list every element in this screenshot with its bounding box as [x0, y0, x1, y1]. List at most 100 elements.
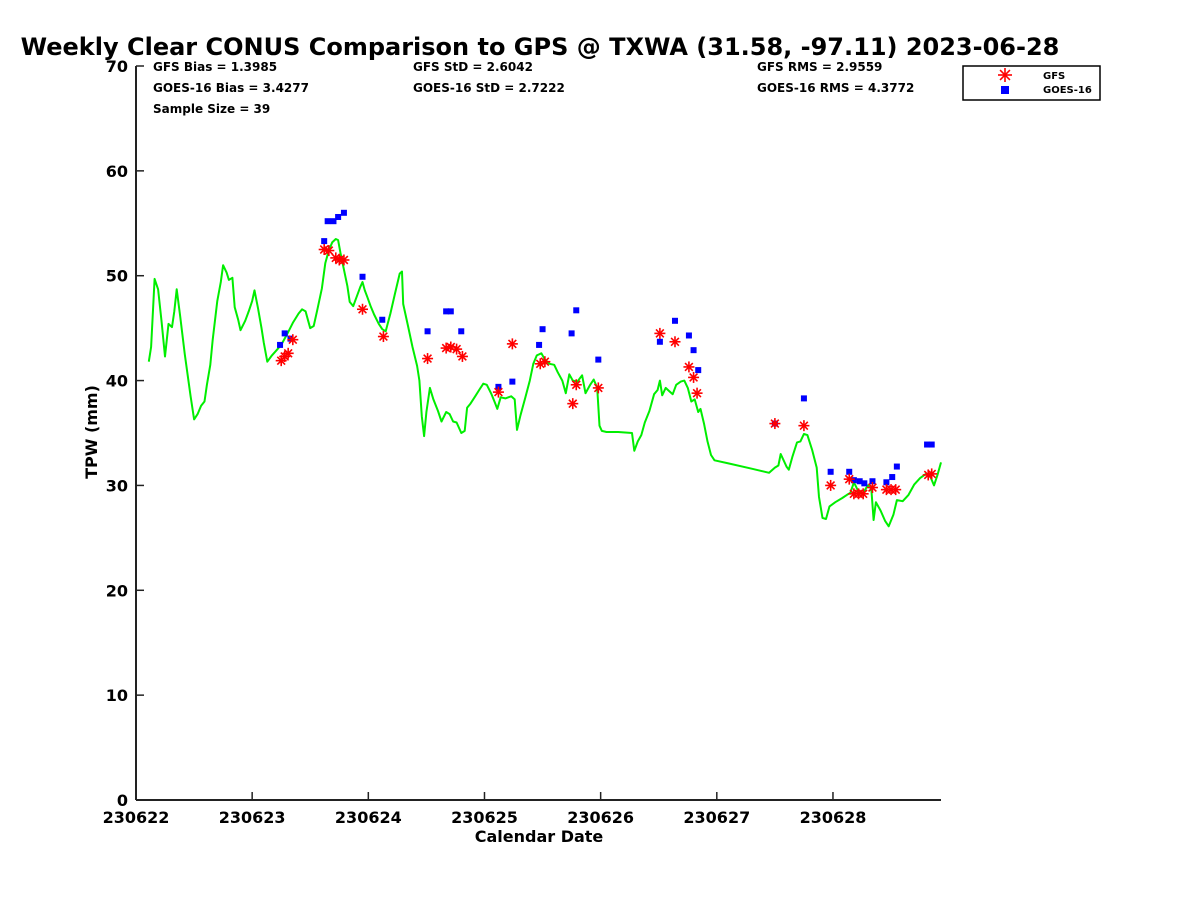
- stat-gfs-std: GFS StD = 2.6042: [413, 60, 533, 74]
- goes-16-point: [846, 468, 853, 475]
- gfs-point: [451, 343, 463, 355]
- y-tick-label: 70: [106, 57, 128, 76]
- goes-16-point: [287, 335, 294, 342]
- goes-16-point: [869, 478, 876, 485]
- goes-16-point: [850, 477, 857, 484]
- gfs-point: [338, 254, 350, 266]
- y-axis-label: TPW (mm): [82, 385, 101, 479]
- goes-16-point: [458, 328, 465, 335]
- gfs-point: [857, 488, 869, 500]
- axes: 0 10 20 30 40 50 60 70 230622 230623 230624 230625 2…: [103, 57, 941, 827]
- goes-16-point: [324, 218, 331, 225]
- y-tick-label: 50: [106, 267, 128, 286]
- y-tick-label: 20: [106, 581, 128, 600]
- goes-16-point: [928, 441, 935, 448]
- x-tick-label: 230623: [219, 808, 286, 827]
- x-tick-label: 230626: [567, 808, 634, 827]
- goes-16-point: [695, 367, 702, 374]
- gfs-point: [357, 303, 369, 315]
- x-tick-label: 230627: [683, 808, 750, 827]
- goes-16-point: [536, 341, 543, 348]
- x-tick-label: 230625: [451, 808, 518, 827]
- gfs-point: [323, 245, 335, 257]
- gfs-point: [866, 482, 878, 494]
- goes-16-point: [573, 307, 580, 314]
- goes-16-point: [379, 316, 386, 323]
- stat-goes-std: GOES-16 StD = 2.7222: [413, 81, 565, 95]
- y-tick-label: 40: [106, 372, 128, 391]
- goes-16-point: [568, 330, 575, 337]
- stat-gfs-bias: GFS Bias = 1.3985: [153, 60, 277, 74]
- y-tick-label: 60: [106, 162, 128, 181]
- y-tick-label: 0: [117, 791, 128, 810]
- gfs-point: [377, 331, 389, 343]
- goes-16-point: [281, 330, 288, 337]
- gfs-point: [570, 379, 582, 391]
- gfs-point: [926, 468, 938, 480]
- goes-16-point: [856, 478, 863, 485]
- gfs-point: [683, 361, 695, 373]
- gfs-point: [843, 473, 855, 485]
- goes-16-point: [595, 356, 602, 363]
- goes-16-point: [321, 238, 328, 245]
- legend-gfs-label: GFS: [1043, 71, 1065, 82]
- stat-gfs-rms: GFS RMS = 2.9559: [757, 60, 882, 74]
- gfs-point: [654, 327, 666, 339]
- goes-16-point: [509, 378, 516, 385]
- x-tick-label: 230628: [800, 808, 867, 827]
- gfs-point: [506, 338, 518, 350]
- gfs-point: [456, 350, 468, 362]
- goes-16-point: [924, 441, 931, 448]
- legend-box: [962, 65, 1101, 101]
- gfs-point: [798, 420, 810, 432]
- goes-16-point: [330, 218, 337, 225]
- goes-16-point: [827, 468, 834, 475]
- gps-line: [147, 238, 942, 528]
- goes-16-point: [690, 347, 697, 354]
- goes-16-point: [340, 209, 347, 216]
- legend-goes-marker: [1001, 86, 1009, 94]
- y-tick-label: 30: [106, 476, 128, 495]
- goes-16-point: [893, 463, 900, 470]
- gfs-point: [282, 347, 294, 359]
- legend-gfs-marker: [998, 68, 1012, 82]
- gfs-point: [592, 382, 604, 394]
- goes-16-point: [889, 474, 896, 481]
- legend: GFS GOES-16: [962, 65, 1101, 101]
- gfs-point: [769, 418, 781, 430]
- gps-series: [147, 238, 942, 528]
- goes-16-point: [447, 308, 454, 315]
- goes-16-point: [671, 317, 678, 324]
- goes-16-point: [335, 213, 342, 220]
- goes-16-point: [800, 395, 807, 402]
- legend-gfs-asterisk: [998, 68, 1012, 82]
- x-tick-label: 230622: [103, 808, 170, 827]
- gfs-series: [275, 244, 938, 500]
- goes-16-series: [277, 209, 935, 487]
- gfs-point: [567, 398, 579, 410]
- goes-16-point: [861, 480, 868, 487]
- legend-goes-label: GOES-16: [1043, 85, 1092, 96]
- gfs-point: [688, 371, 700, 383]
- goes-16-point: [883, 479, 890, 486]
- stat-goes-bias: GOES-16 Bias = 3.4277: [153, 81, 309, 95]
- chart-title: Weekly Clear CONUS Comparison to GPS @ T…: [21, 33, 1060, 61]
- gfs-point: [287, 334, 299, 346]
- gfs-point: [890, 484, 902, 496]
- goes-16-point: [685, 332, 692, 339]
- gfs-point: [422, 353, 434, 365]
- x-tick-label: 230624: [335, 808, 402, 827]
- goes-16-point: [424, 328, 431, 335]
- gfs-point: [669, 336, 681, 348]
- stat-sample-size: Sample Size = 39: [153, 102, 270, 116]
- gfs-point: [825, 479, 837, 491]
- x-axis-label: Calendar Date: [475, 827, 604, 846]
- goes-16-point: [277, 341, 284, 348]
- y-tick-label: 10: [106, 686, 128, 705]
- gfs-point: [492, 386, 504, 398]
- goes-16-point: [359, 273, 366, 280]
- gfs-point: [539, 356, 551, 368]
- goes-16-point: [443, 308, 450, 315]
- stats-annotations: GFS Bias = 1.3985 GOES-16 Bias = 3.4277 …: [153, 60, 914, 116]
